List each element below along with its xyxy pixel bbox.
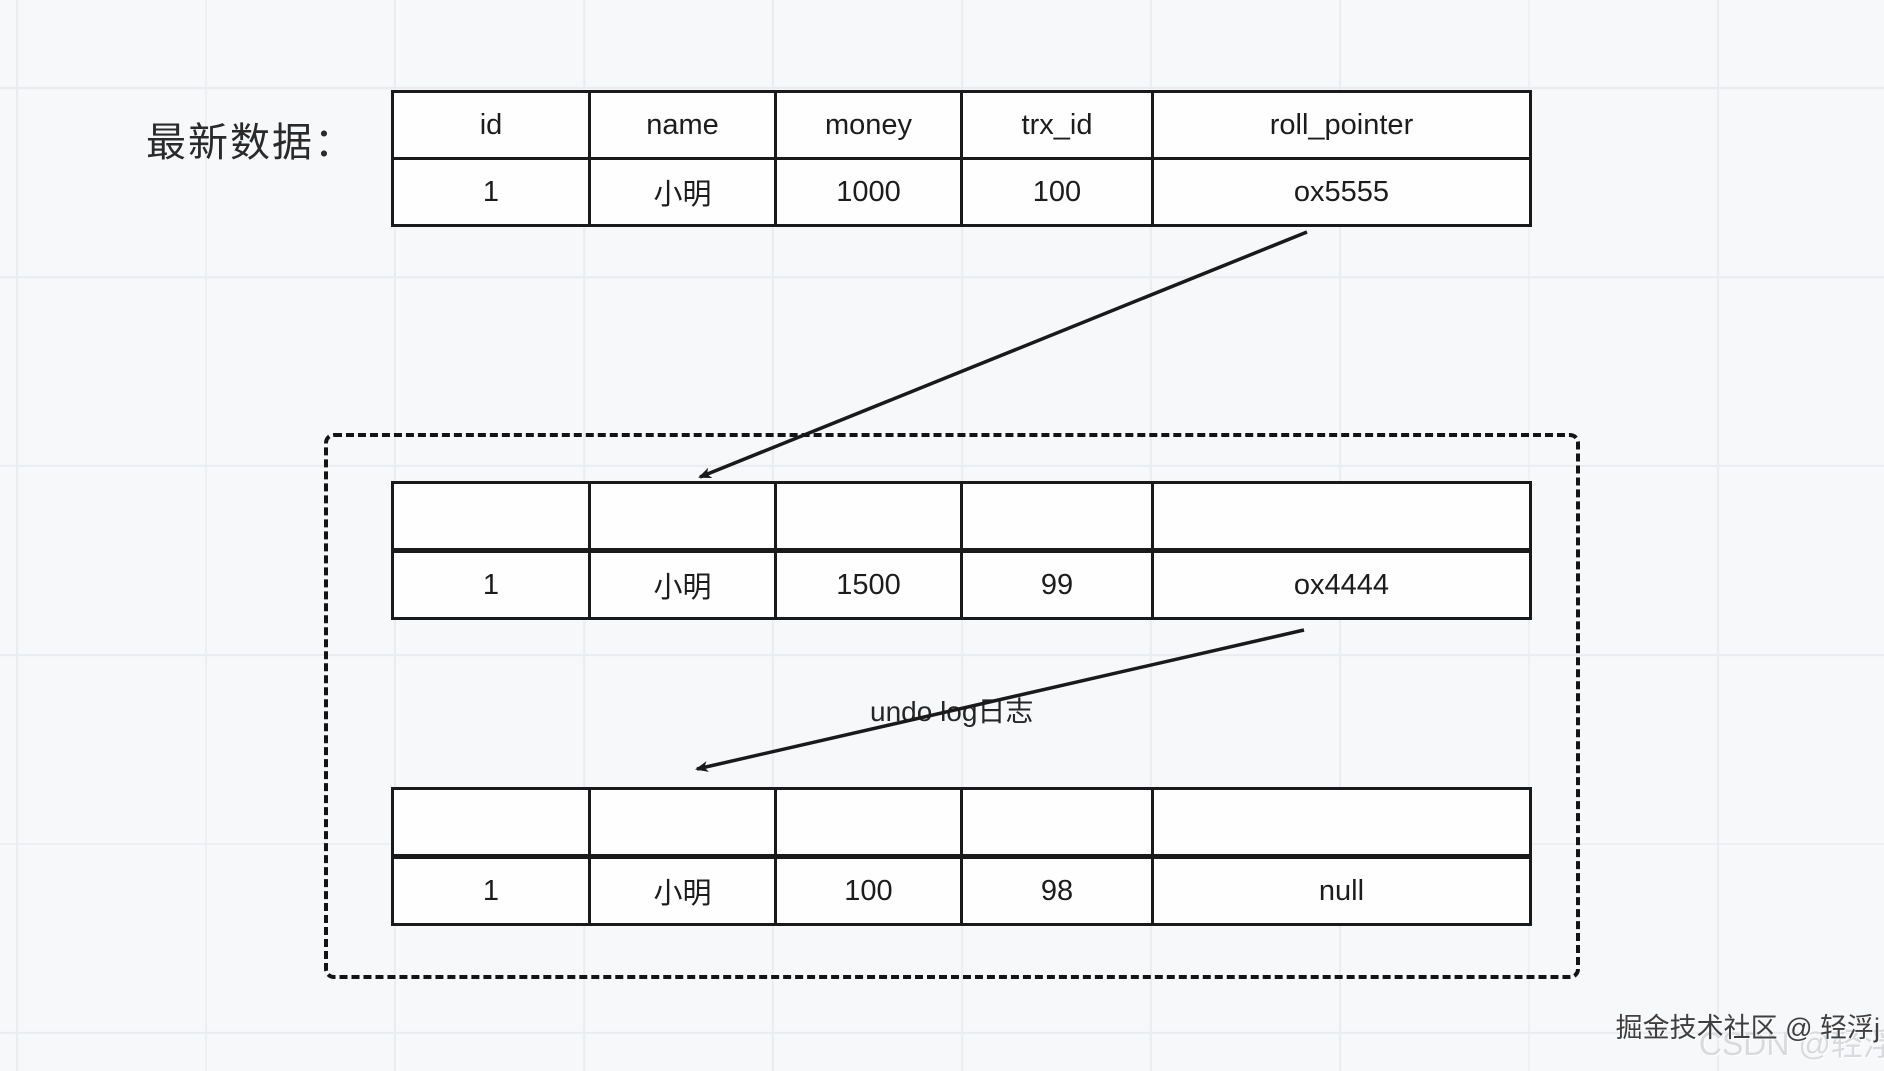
undo-v1-empty-row: [391, 787, 1532, 859]
empty-cell: [960, 787, 1154, 859]
header-cell-roll-pointer: roll_pointer: [1151, 90, 1532, 160]
undo-v1-value-row: 1 小明 100 98 null: [391, 855, 1532, 926]
cell-money: 1500: [774, 549, 963, 620]
cell-name: 小明: [588, 157, 777, 227]
cell-trx-id: 98: [960, 855, 1154, 926]
undo-version2-table: 1 小明 1500 99 ox4444: [391, 481, 1532, 620]
current-value-row: 1 小明 1000 100 ox5555: [391, 157, 1532, 227]
current-header-row: id name money trx_id roll_pointer: [391, 90, 1532, 160]
cell-trx-id: 99: [960, 549, 1154, 620]
watermark-juejin: 掘金技术社区 @ 轻浮j: [1615, 1013, 1880, 1043]
empty-cell: [960, 481, 1154, 553]
cell-id: 1: [391, 157, 591, 227]
undo-log-label: undo log日志: [870, 696, 1034, 727]
header-cell-name: name: [588, 90, 777, 160]
empty-cell: [1151, 481, 1532, 553]
cell-id: 1: [391, 855, 591, 926]
cell-trx-id: 100: [960, 157, 1154, 227]
header-cell-money: money: [774, 90, 963, 160]
empty-cell: [774, 481, 963, 553]
cell-money: 100: [774, 855, 963, 926]
header-cell-trx-id: trx_id: [960, 90, 1154, 160]
undo-version1-table: 1 小明 100 98 null: [391, 787, 1532, 926]
cell-roll-pointer: null: [1151, 855, 1532, 926]
cell-name: 小明: [588, 855, 777, 926]
undo-v2-empty-row: [391, 481, 1532, 553]
latest-data-label: 最新数据：: [146, 121, 356, 165]
empty-cell: [391, 787, 591, 859]
empty-cell: [774, 787, 963, 859]
undo-v2-value-row: 1 小明 1500 99 ox4444: [391, 549, 1532, 620]
cell-roll-pointer: ox5555: [1151, 157, 1532, 227]
empty-cell: [588, 787, 777, 859]
cell-roll-pointer: ox4444: [1151, 549, 1532, 620]
empty-cell: [391, 481, 591, 553]
empty-cell: [588, 481, 777, 553]
cell-name: 小明: [588, 549, 777, 620]
cell-id: 1: [391, 549, 591, 620]
cell-money: 1000: [774, 157, 963, 227]
current-data-table: id name money trx_id roll_pointer 1 小明 1…: [391, 90, 1532, 227]
watermark-csdn: CSDN @轻浮j: [1698, 1026, 1884, 1062]
empty-cell: [1151, 787, 1532, 859]
header-cell-id: id: [391, 90, 591, 160]
